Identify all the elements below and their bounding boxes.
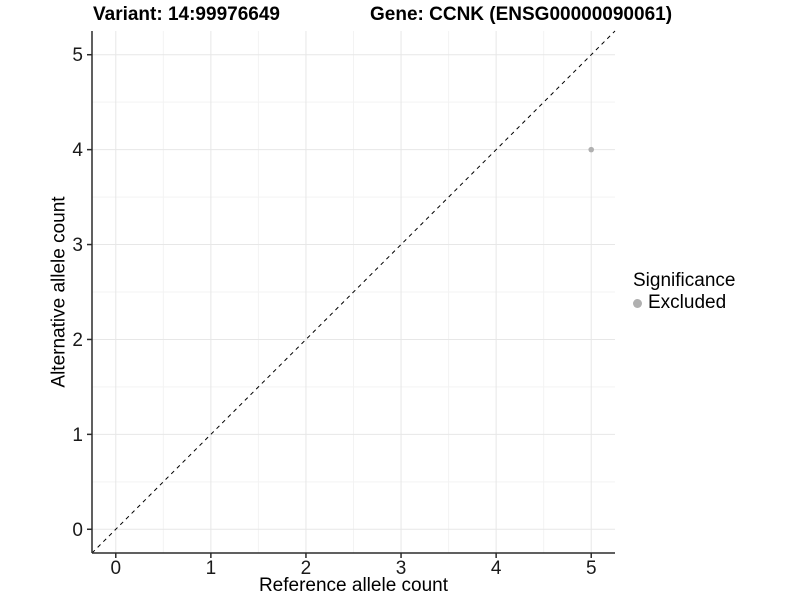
x-tick-label: 4: [491, 558, 502, 579]
legend: Significance Excluded: [633, 270, 735, 314]
legend-entry-label: Excluded: [648, 292, 727, 313]
x-tick-label: 1: [206, 558, 217, 579]
identity-line: [91, 30, 616, 554]
x-axis-title: Reference allele count: [258, 575, 449, 596]
x-tick-label: 2: [301, 558, 312, 579]
legend-key-dot-icon: [633, 298, 642, 308]
y-tick-label: 4: [72, 140, 83, 161]
plot-title-variant: Variant: 14:99976649: [93, 4, 280, 25]
legend-title: Significance: [633, 270, 736, 291]
x-tick-label: 5: [586, 558, 597, 579]
y-tick-label: 0: [72, 520, 83, 541]
x-tick-label: 0: [110, 558, 121, 579]
y-tick-label: 5: [72, 45, 83, 66]
y-axis-title: Alternative allele count: [48, 196, 70, 388]
legend-entry-excluded: Excluded: [633, 292, 735, 314]
y-tick-label: 3: [72, 235, 83, 256]
x-tick-label: 3: [396, 558, 407, 579]
y-tick-label: 2: [72, 330, 83, 351]
data-point: [588, 146, 595, 153]
plot-title-gene: Gene: CCNK (ENSG00000090061): [370, 4, 673, 25]
y-tick-label: 1: [72, 425, 83, 446]
